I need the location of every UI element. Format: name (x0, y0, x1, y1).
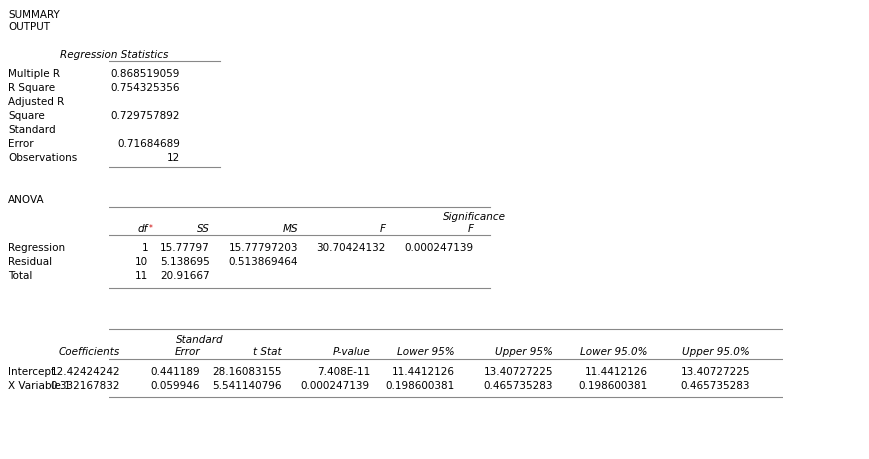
Text: Total: Total (8, 270, 32, 280)
Text: df: df (137, 224, 148, 234)
Text: 0.729757892: 0.729757892 (110, 111, 180, 121)
Text: *: * (149, 224, 153, 233)
Text: 30.70424132: 30.70424132 (316, 242, 386, 252)
Text: 0.513869464: 0.513869464 (229, 257, 298, 266)
Text: R Square: R Square (8, 83, 55, 93)
Text: t Stat: t Stat (253, 346, 282, 356)
Text: 20.91667: 20.91667 (160, 270, 209, 280)
Text: Significance: Significance (442, 212, 505, 222)
Text: 12: 12 (167, 153, 180, 162)
Text: Standard: Standard (176, 334, 223, 344)
Text: 11.4412126: 11.4412126 (392, 366, 454, 376)
Text: Error: Error (8, 139, 34, 149)
Text: 12.42424242: 12.42424242 (50, 366, 120, 376)
Text: 0.198600381: 0.198600381 (385, 380, 454, 390)
Text: Regression: Regression (8, 242, 65, 252)
Text: Upper 95.0%: Upper 95.0% (681, 346, 749, 356)
Text: 0.059946: 0.059946 (150, 380, 200, 390)
Text: SUMMARY: SUMMARY (8, 10, 60, 20)
Text: Lower 95%: Lower 95% (397, 346, 454, 356)
Text: 0.71684689: 0.71684689 (117, 139, 180, 149)
Text: ANOVA: ANOVA (8, 195, 44, 205)
Text: Coefficients: Coefficients (59, 346, 120, 356)
Text: 0.000247139: 0.000247139 (404, 242, 474, 252)
Text: 15.77797: 15.77797 (160, 242, 209, 252)
Text: 13.40727225: 13.40727225 (483, 366, 553, 376)
Text: Lower 95.0%: Lower 95.0% (580, 346, 647, 356)
Text: Square: Square (8, 111, 44, 121)
Text: Observations: Observations (8, 153, 77, 162)
Text: X Variable 1: X Variable 1 (8, 380, 70, 390)
Text: 0.465735283: 0.465735283 (680, 380, 749, 390)
Text: OUTPUT: OUTPUT (8, 22, 50, 32)
Text: F: F (380, 224, 386, 234)
Text: Intercept: Intercept (8, 366, 55, 376)
Text: 0.332167832: 0.332167832 (50, 380, 120, 390)
Text: 15.77797203: 15.77797203 (229, 242, 298, 252)
Text: MS: MS (282, 224, 298, 234)
Text: Standard: Standard (8, 125, 56, 134)
Text: SS: SS (197, 224, 209, 234)
Text: Adjusted R: Adjusted R (8, 97, 64, 107)
Text: 0.868519059: 0.868519059 (110, 69, 180, 79)
Text: 11: 11 (135, 270, 148, 280)
Text: Regression Statistics: Regression Statistics (60, 50, 168, 60)
Text: 5.138695: 5.138695 (160, 257, 209, 266)
Text: Upper 95%: Upper 95% (494, 346, 553, 356)
Text: Residual: Residual (8, 257, 52, 266)
Text: 0.754325356: 0.754325356 (110, 83, 180, 93)
Text: 7.408E-11: 7.408E-11 (316, 366, 369, 376)
Text: 0.465735283: 0.465735283 (483, 380, 553, 390)
Text: 28.16083155: 28.16083155 (212, 366, 282, 376)
Text: 13.40727225: 13.40727225 (680, 366, 749, 376)
Text: 0.000247139: 0.000247139 (301, 380, 369, 390)
Text: Error: Error (174, 346, 200, 356)
Text: 0.441189: 0.441189 (150, 366, 200, 376)
Text: P-value: P-value (332, 346, 369, 356)
Text: 10: 10 (135, 257, 148, 266)
Text: 11.4412126: 11.4412126 (584, 366, 647, 376)
Text: F: F (468, 224, 474, 234)
Text: 1: 1 (141, 242, 148, 252)
Text: Multiple R: Multiple R (8, 69, 60, 79)
Text: 5.541140796: 5.541140796 (212, 380, 282, 390)
Text: 0.198600381: 0.198600381 (578, 380, 647, 390)
